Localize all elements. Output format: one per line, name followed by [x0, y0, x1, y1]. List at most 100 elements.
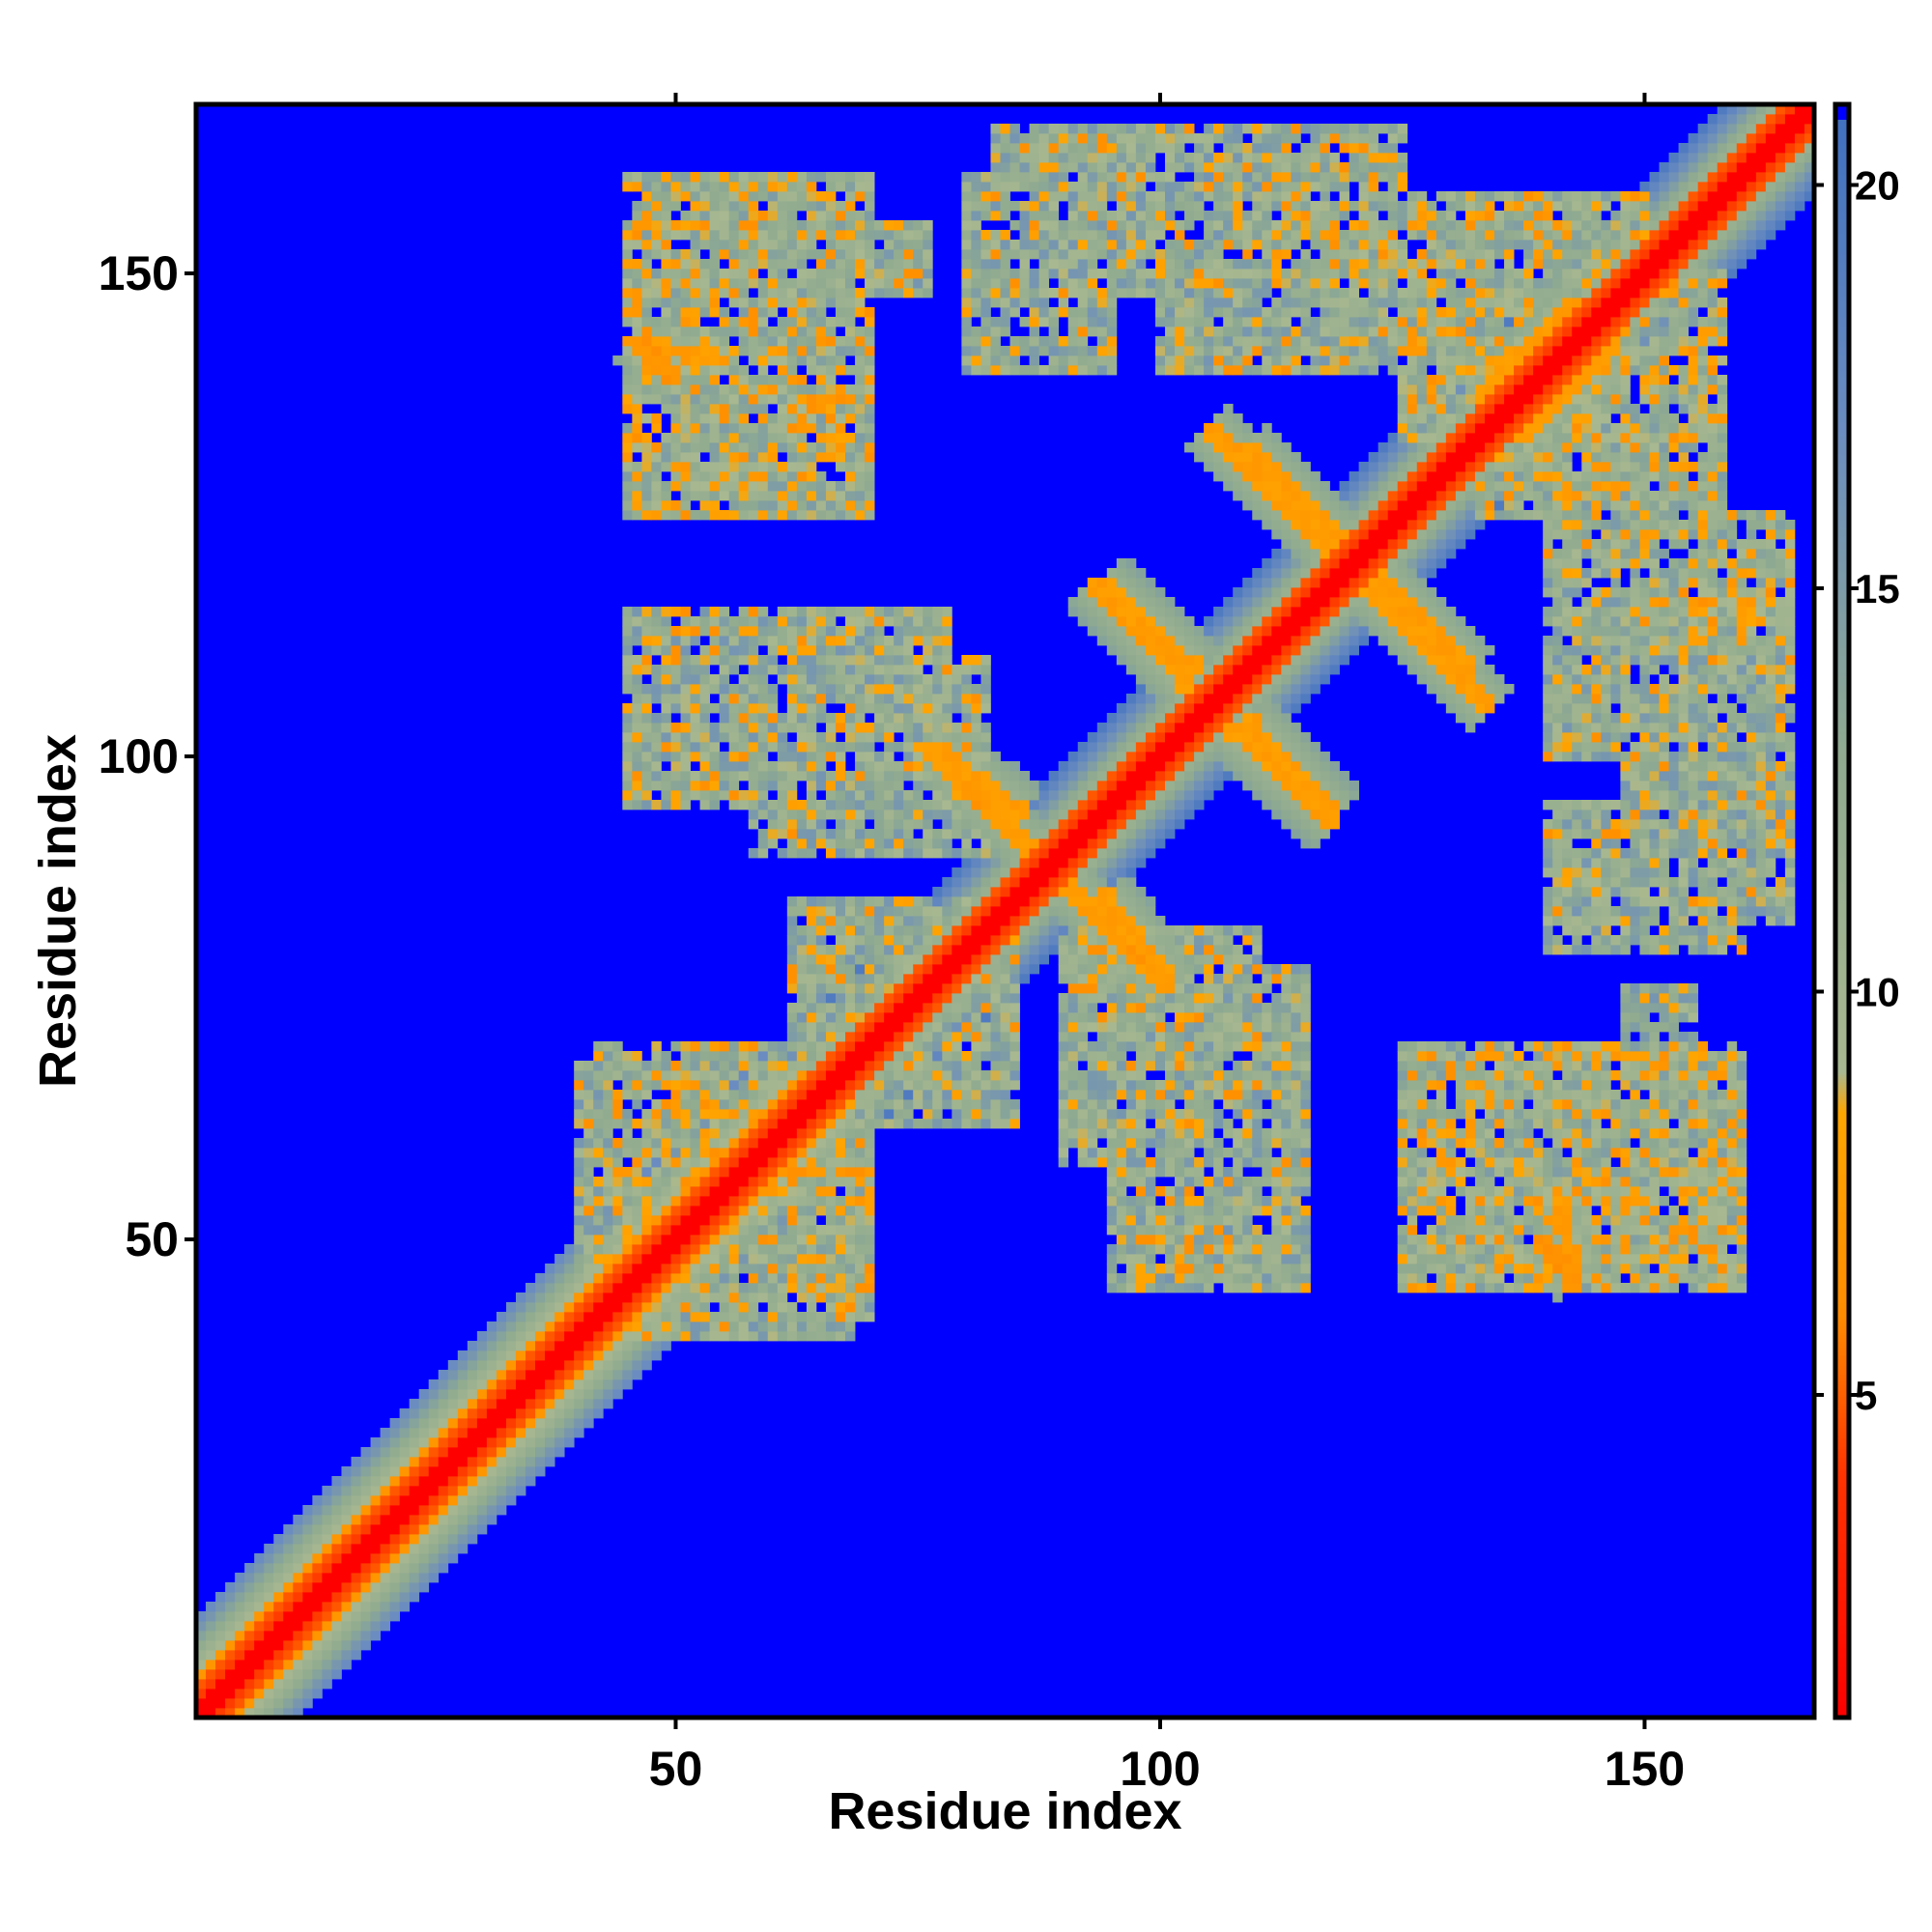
heatmap-cell [583, 1080, 594, 1091]
heatmap-cell [757, 404, 769, 414]
heatmap-cell [641, 1225, 652, 1236]
heatmap-cell [661, 365, 671, 376]
heatmap-cell [980, 925, 991, 936]
heatmap-cell [486, 1466, 497, 1477]
heatmap-cell [1000, 945, 1010, 955]
heatmap-cell [932, 674, 943, 685]
heatmap-cell [786, 1235, 798, 1245]
heatmap-cell [225, 1602, 236, 1612]
heatmap-cell [651, 384, 662, 395]
heatmap-cell [1096, 790, 1108, 801]
heatmap-cell [467, 1341, 478, 1351]
heatmap-cell [913, 636, 923, 646]
heatmap-cell [728, 752, 740, 762]
heatmap-cell [1096, 162, 1108, 173]
heatmap-cell [932, 1061, 943, 1071]
heatmap-cell [738, 1312, 750, 1322]
heatmap-cell [1125, 964, 1137, 975]
heatmap-cell [971, 240, 981, 250]
heatmap-cell [1000, 925, 1010, 936]
heatmap-cell [806, 1206, 817, 1216]
heatmap-cell [651, 1157, 662, 1168]
heatmap-cell [952, 925, 962, 936]
heatmap-cell [796, 684, 808, 695]
heatmap-cell [1019, 365, 1030, 376]
heatmap-cell [786, 384, 798, 395]
heatmap-cell [661, 346, 671, 356]
heatmap-cell [1116, 858, 1127, 868]
heatmap-cell [825, 636, 837, 646]
heatmap-cell [312, 1679, 323, 1690]
heatmap-cell [670, 1264, 681, 1274]
heatmap-cell [505, 1447, 517, 1458]
heatmap-cell [651, 510, 662, 521]
heatmap-cell [942, 954, 952, 965]
heatmap-cell [942, 723, 952, 733]
heatmap-cell [796, 636, 808, 646]
heatmap-cell [699, 713, 710, 724]
heatmap-cell [680, 761, 691, 772]
heatmap-cell [990, 1051, 1001, 1062]
heatmap-cell [593, 1254, 604, 1264]
heatmap-cell [748, 1273, 759, 1284]
heatmap-cell [1038, 278, 1050, 289]
heatmap-cell [622, 1321, 633, 1332]
heatmap-cell [825, 491, 837, 501]
heatmap-cell [603, 1128, 613, 1139]
heatmap-cell [680, 211, 691, 221]
heatmap-cell [1019, 153, 1030, 163]
heatmap-cell [574, 1080, 584, 1091]
heatmap-cell [806, 838, 817, 849]
heatmap-cell [990, 1080, 1001, 1091]
heatmap-cell [942, 616, 952, 627]
heatmap-cell [913, 954, 923, 965]
heatmap-cell [399, 1505, 411, 1516]
heatmap-cell [913, 964, 923, 975]
heatmap-cell [545, 1379, 555, 1390]
heatmap-cell [932, 1070, 943, 1081]
heatmap-cell [612, 1070, 623, 1081]
heatmap-cell [971, 877, 981, 888]
heatmap-cell [980, 1080, 991, 1091]
heatmap-cell [990, 249, 1001, 260]
heatmap-cell [351, 1495, 361, 1506]
heatmap-cell [845, 616, 856, 627]
heatmap-cell [1058, 974, 1069, 984]
heatmap-cell [680, 172, 691, 183]
heatmap-cell [1000, 771, 1010, 781]
heatmap-cell [302, 1515, 313, 1525]
heatmap-cell [825, 800, 837, 810]
heatmap-cell [1009, 1003, 1020, 1013]
heatmap-cell [641, 790, 652, 801]
heatmap-cell [923, 278, 933, 289]
heatmap-cell [196, 1631, 207, 1641]
heatmap-cell [331, 1505, 342, 1516]
heatmap-cell [952, 694, 962, 704]
heatmap-cell [273, 1679, 284, 1690]
heatmap-cell [341, 1505, 352, 1516]
heatmap-cell [845, 1215, 856, 1226]
heatmap-cell [738, 1080, 750, 1091]
heatmap-cell [1009, 346, 1020, 356]
heatmap-cell [467, 1476, 478, 1487]
heatmap-cell [244, 1621, 255, 1632]
heatmap-cell [1048, 838, 1060, 849]
heatmap-cell [845, 810, 856, 820]
heatmap-cell [738, 269, 750, 279]
heatmap-cell [738, 1283, 750, 1293]
heatmap-cell [1106, 172, 1118, 183]
heatmap-cell [409, 1466, 420, 1477]
heatmap-cell [1125, 732, 1137, 743]
heatmap-cell [1038, 887, 1050, 897]
heatmap-cell [748, 1061, 759, 1071]
heatmap-cell [845, 433, 856, 443]
heatmap-cell [545, 1264, 555, 1274]
heatmap-cell [1125, 607, 1137, 617]
heatmap-cell [757, 1225, 769, 1236]
heatmap-cell [1077, 752, 1089, 762]
heatmap-cell [206, 1679, 216, 1690]
heatmap-cell [980, 896, 991, 907]
heatmap-cell [767, 1196, 779, 1207]
heatmap-cell [1106, 191, 1118, 202]
heatmap-cell [486, 1505, 497, 1516]
